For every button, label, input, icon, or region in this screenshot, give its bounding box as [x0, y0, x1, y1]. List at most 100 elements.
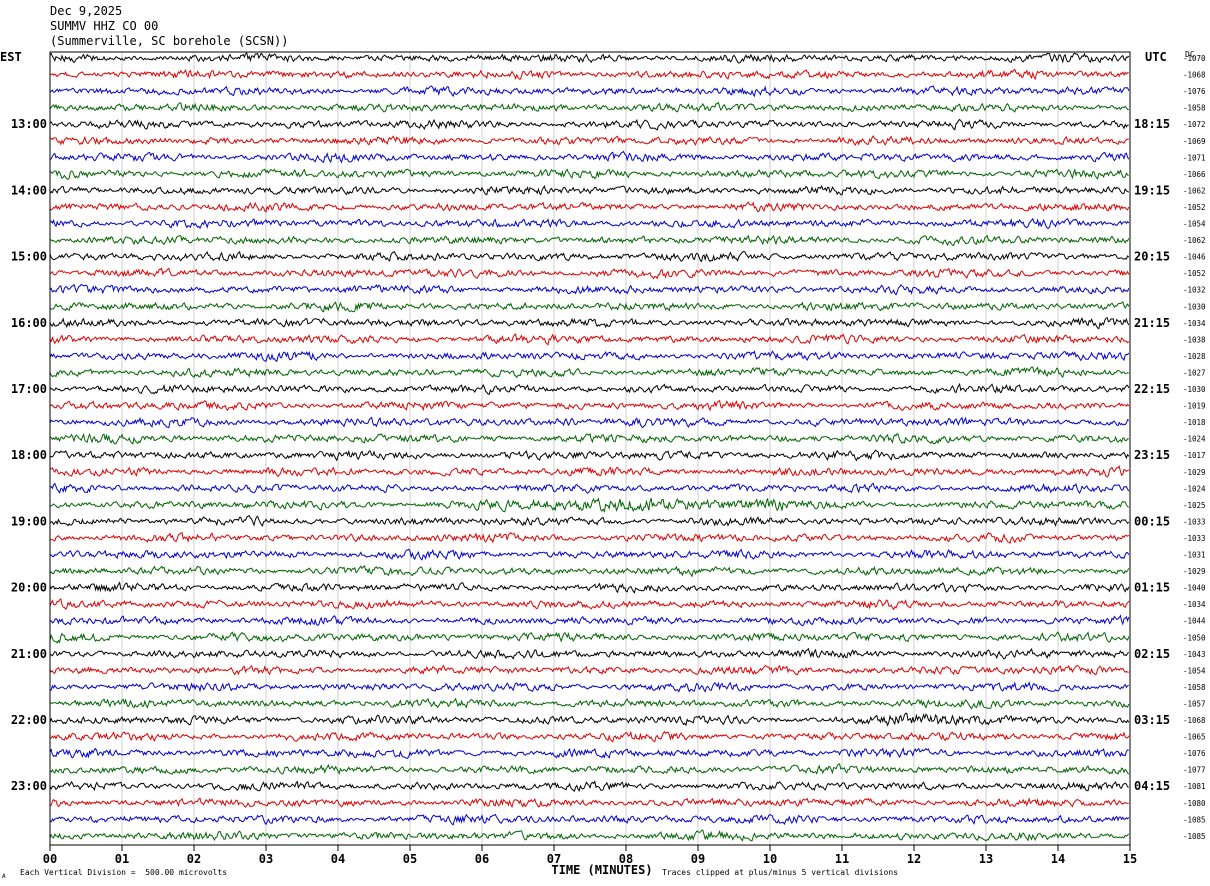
dc-offset-label: -1028 [1183, 352, 1206, 361]
x-tick-label: 09 [691, 852, 705, 866]
dc-offset-label: -1085 [1183, 832, 1206, 841]
right-hour-labels: 18:15 19:15 20:15 21:15 22:15 23:15 00:15 01:15… [1134, 117, 1170, 793]
left-hour-label: 13:00 [11, 117, 47, 131]
dc-offset-label: -1076 [1183, 749, 1206, 758]
x-tick-label: 14 [1051, 852, 1065, 866]
trace-row-41 [49, 730, 1130, 743]
right-hour-label: 03:15 [1134, 713, 1170, 727]
dc-offset-label: -1029 [1183, 468, 1206, 477]
dc-offset-label: -1017 [1183, 451, 1206, 460]
dc-offset-label: -1054 [1183, 220, 1206, 229]
trace-row-43 [49, 763, 1130, 775]
trace-row-33 [49, 598, 1130, 611]
dc-offset-label: -1018 [1183, 418, 1206, 427]
dc-offset-label: -1058 [1183, 683, 1206, 692]
dc-offset-label: -1027 [1183, 368, 1206, 377]
station-location: (Summerville, SC borehole (SCSN)) [50, 34, 289, 48]
trace-row-40 [49, 712, 1130, 727]
trace-row-24 [49, 449, 1130, 462]
right-hour-label: 22:15 [1134, 382, 1170, 396]
right-hour-label: 01:15 [1134, 581, 1170, 595]
dc-offset-label: -1066 [1183, 170, 1206, 179]
dc-offset-label: -1068 [1183, 716, 1206, 725]
dc-offset-label: -1031 [1183, 551, 1206, 560]
trace-row-1 [49, 68, 1129, 81]
trace-row-44 [49, 780, 1129, 793]
trace-row-35 [49, 631, 1130, 644]
trace-row-0 [49, 52, 1130, 64]
seismic-traces [49, 52, 1130, 842]
trace-row-12 [49, 250, 1130, 263]
dc-offset-label: -1070 [1183, 54, 1206, 63]
clip-note: Traces clipped at plus/minus 5 vertical … [662, 868, 898, 877]
trace-row-5 [49, 134, 1129, 146]
trace-row-4 [49, 118, 1129, 131]
right-timezone-label: UTC [1145, 50, 1167, 64]
dc-offset-label: -1077 [1183, 766, 1206, 775]
dc-offset-label: -1033 [1183, 517, 1206, 526]
dc-offset-label: -1058 [1183, 104, 1206, 113]
x-tick-label: 04 [331, 852, 345, 866]
dc-offset-label: -1071 [1183, 153, 1206, 162]
trace-row-46 [49, 813, 1130, 826]
trace-row-14 [49, 283, 1130, 296]
left-timezone-label: EST [0, 50, 22, 64]
dc-offset-label: -1057 [1183, 699, 1206, 708]
dc-offset-label: -1034 [1183, 319, 1206, 328]
trace-row-25 [49, 465, 1130, 478]
dc-offset-label: -1068 [1183, 71, 1206, 80]
dc-column-header: DC [1185, 50, 1195, 59]
dc-offset-label: -1052 [1183, 203, 1206, 212]
dc-offset-label: -1033 [1183, 534, 1206, 543]
trace-row-34 [49, 614, 1130, 627]
trace-row-36 [49, 647, 1130, 660]
corner-mark: A [2, 873, 6, 880]
trace-row-47 [49, 829, 1130, 842]
x-tick-label: 07 [547, 852, 561, 866]
left-hour-label: 23:00 [11, 779, 47, 793]
trace-row-22 [49, 416, 1130, 429]
plot-frame [49, 51, 1131, 846]
dc-offset-label: -1024 [1183, 484, 1206, 493]
left-hour-labels: 13:00 14:00 15:00 16:00 17:00 18:00 19:00 20:00… [11, 117, 47, 793]
x-tick-label: 02 [187, 852, 201, 866]
trace-row-9 [49, 201, 1130, 213]
scale-note: Each Vertical Division = 500.00 microvol… [20, 868, 227, 877]
x-axis: 00 01 02 03 04 05 06 07 08 09 10 11 12 13 14 15 [43, 845, 1137, 866]
dc-offset-label: -1019 [1183, 402, 1206, 411]
x-tick-label: 10 [763, 852, 777, 866]
dc-offset-label: -1034 [1183, 600, 1206, 609]
dc-offset-label: -1080 [1183, 799, 1206, 808]
station-code: SUMMV HHZ CO 00 [50, 19, 159, 33]
dc-offset-label: -1062 [1183, 186, 1206, 195]
x-tick-label: 01 [115, 852, 129, 866]
dc-offset-label: -1038 [1183, 335, 1206, 344]
left-hour-label: 16:00 [11, 316, 47, 330]
minute-gridlines [121, 52, 1059, 845]
right-hour-label: 02:15 [1134, 647, 1170, 661]
trace-row-20 [49, 382, 1130, 396]
left-hour-label: 20:00 [11, 581, 47, 595]
x-tick-label: 06 [475, 852, 489, 866]
left-hour-label: 18:00 [11, 448, 47, 462]
plot-header: Dec 9,2025 SUMMV HHZ CO 00 (Summerville,… [50, 4, 288, 49]
dc-offset-label: -1085 [1183, 815, 1206, 824]
dc-offset-label: -1044 [1183, 617, 1206, 626]
trace-row-21 [49, 399, 1130, 412]
left-hour-label: 15:00 [11, 250, 47, 264]
right-hour-label: 18:15 [1134, 117, 1170, 131]
left-hour-label: 14:00 [11, 183, 47, 197]
trace-row-16 [49, 316, 1130, 330]
right-hour-label: 00:15 [1134, 514, 1170, 528]
trace-row-37 [49, 664, 1129, 676]
x-tick-label: 08 [619, 852, 633, 866]
trace-row-23 [49, 432, 1129, 445]
trace-row-7 [49, 168, 1129, 181]
trace-row-39 [49, 697, 1130, 710]
x-tick-label: 11 [835, 852, 849, 866]
trace-row-8 [49, 184, 1130, 196]
dc-offset-labels: -1070 -1068 -1076 -1058 -1072 -1069 -1071 -1066… [1183, 54, 1206, 841]
x-tick-label: 05 [403, 852, 417, 866]
trace-row-26 [49, 482, 1130, 494]
left-hour-label: 17:00 [11, 382, 47, 396]
